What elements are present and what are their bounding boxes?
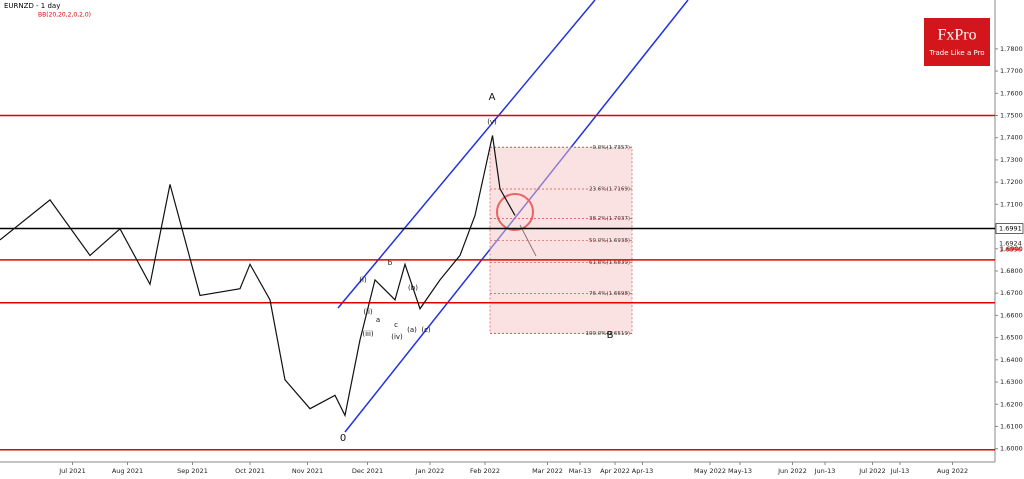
y-tick-label: 1.6700 bbox=[1000, 289, 1023, 297]
chart-title: EURNZD - 1 day bbox=[4, 2, 60, 10]
y-tick-label: 1.6500 bbox=[1000, 334, 1023, 342]
wave-label: (i) bbox=[359, 276, 367, 284]
x-tick-label: Aug 2021 bbox=[112, 467, 143, 475]
y-tick-label: 1.6800 bbox=[1000, 267, 1023, 275]
fib-label: 76.4%(1.6698) bbox=[589, 291, 630, 297]
x-tick-label: Apr 2022 bbox=[600, 467, 630, 475]
y-tick-label: 1.6400 bbox=[1000, 356, 1023, 364]
x-tick-label: Feb 2022 bbox=[470, 467, 500, 475]
wave-label: B bbox=[607, 330, 614, 341]
y-tick-label: 1.6000 bbox=[1000, 445, 1023, 453]
x-tick-label: Mar 2022 bbox=[532, 467, 563, 475]
price-tag: 1.6924 bbox=[999, 239, 1022, 247]
x-tick-label: Apr-13 bbox=[632, 467, 653, 475]
y-tick-label: 1.6100 bbox=[1000, 422, 1023, 430]
price-line bbox=[0, 135, 516, 418]
y-tick-label: 1.7700 bbox=[1000, 67, 1023, 75]
y-tick-label: 1.7100 bbox=[1000, 200, 1023, 208]
x-tick-label: Dec 2021 bbox=[352, 467, 383, 475]
wave-label: (v) bbox=[487, 118, 497, 126]
y-tick-label: 1.6300 bbox=[1000, 378, 1023, 386]
y-tick-label: 1.6900 bbox=[1000, 245, 1023, 253]
wave-label: (ii) bbox=[363, 308, 373, 316]
x-tick-label: Mar-13 bbox=[569, 467, 591, 475]
wave-label: (c) bbox=[421, 326, 431, 334]
wave-label: (iv) bbox=[391, 333, 403, 341]
fib-label: 100.0%(1.6519) bbox=[585, 331, 630, 337]
y-tick-label: 1.6200 bbox=[1000, 400, 1023, 408]
x-tick-label: May-13 bbox=[728, 467, 752, 475]
fib-label: 61.8%(1.6839) bbox=[589, 260, 630, 266]
wave-label: (a) bbox=[407, 326, 417, 334]
fib-label: 0.0%(1.7357) bbox=[592, 145, 630, 151]
logo-tagline: Trade Like a Pro bbox=[928, 49, 984, 57]
wave-label: c bbox=[394, 321, 398, 329]
x-tick-label: May 2022 bbox=[694, 467, 726, 475]
y-tick-label: 1.7800 bbox=[1000, 45, 1023, 53]
y-tick-label: 1.7600 bbox=[1000, 89, 1023, 97]
logo: FxPro bbox=[937, 27, 976, 44]
wave-label: a bbox=[376, 316, 380, 324]
current-price-box bbox=[995, 223, 1024, 234]
wave-label: (b) bbox=[408, 284, 418, 292]
y-tick-label: 1.6600 bbox=[1000, 311, 1023, 319]
y-tick-label: 1.7400 bbox=[1000, 134, 1023, 142]
price-tag: 1.6896 bbox=[999, 246, 1022, 254]
logo-box bbox=[924, 18, 990, 66]
fib-label: 38.2%(1.7037) bbox=[589, 216, 630, 222]
x-tick-label: Aug 2022 bbox=[937, 467, 968, 475]
channel-upper bbox=[337, 0, 596, 309]
wave-label: b bbox=[388, 259, 393, 267]
wave-label: 0 bbox=[340, 433, 346, 444]
y-tick-label: 1.7500 bbox=[1000, 112, 1023, 120]
x-tick-label: Nov 2021 bbox=[292, 467, 323, 475]
wave-label: A bbox=[489, 92, 496, 103]
fib-label: 50.0%(1.6938) bbox=[589, 238, 630, 244]
y-tick-label: 1.7200 bbox=[1000, 178, 1023, 186]
current-price-label: 1.6991 bbox=[999, 225, 1022, 233]
wave-label: (iii) bbox=[362, 330, 374, 338]
x-tick-label: Jan 2022 bbox=[415, 467, 445, 475]
fib-label: 23.6%(1.7169) bbox=[589, 187, 630, 193]
x-tick-label: Sep 2021 bbox=[177, 467, 208, 475]
x-tick-label: Jul 2022 bbox=[858, 467, 885, 475]
x-tick-label: Jul 2021 bbox=[58, 467, 85, 475]
indicator-label: BB(20,20,2,0,2,0) bbox=[38, 12, 91, 19]
x-tick-label: Jul-13 bbox=[890, 467, 909, 475]
x-tick-label: Jun-13 bbox=[814, 467, 836, 475]
y-tick-label: 1.7300 bbox=[1000, 156, 1023, 164]
x-tick-label: Jun 2022 bbox=[777, 467, 807, 475]
x-tick-label: Oct 2021 bbox=[235, 467, 265, 475]
